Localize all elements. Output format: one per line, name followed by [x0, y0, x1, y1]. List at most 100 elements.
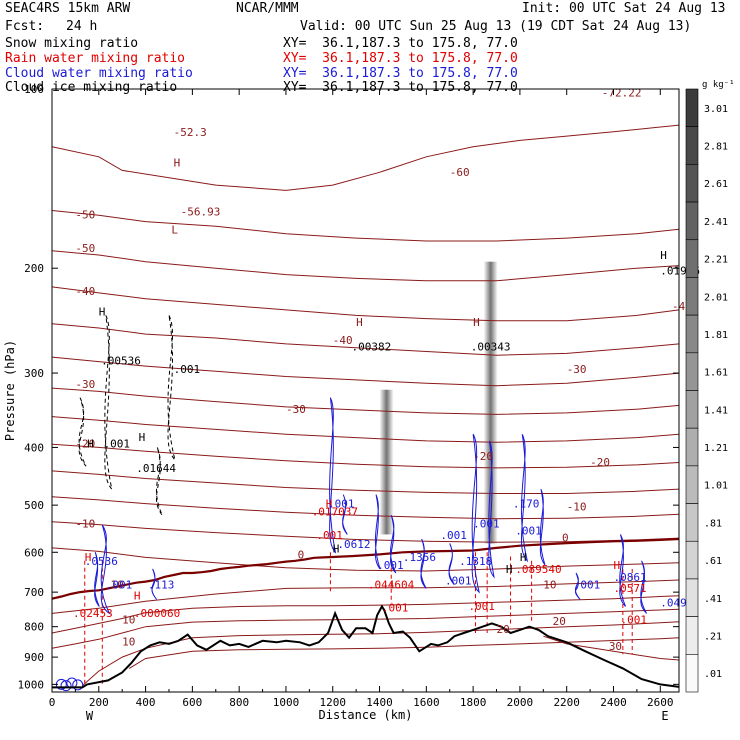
y-tick-label-top: 100 — [24, 83, 44, 96]
extremum-marker: H — [660, 249, 667, 262]
cloud-label: .0493 — [660, 597, 693, 610]
extremum-marker: H — [506, 563, 513, 576]
isotherm-label: 20 — [497, 623, 510, 636]
field-rain-name: Rain water mixing ratio — [5, 51, 186, 66]
cloud-label: .001 — [106, 578, 132, 591]
colorbar-label: 1.81 — [704, 330, 728, 341]
colorbar-cell — [685, 654, 699, 693]
colorbar-label: 1.41 — [704, 405, 728, 416]
y-tick-label: 800 — [24, 621, 44, 634]
isotherm-label: -52.3 — [174, 126, 207, 139]
isotherm-label: -50 — [75, 208, 95, 221]
snow-label: .01644 — [136, 462, 176, 475]
x-end-label-east: E — [661, 709, 668, 723]
isotherm-label: 10 — [122, 635, 135, 648]
cloud-label: .0612 — [337, 538, 370, 551]
x-tick-label: 400 — [136, 696, 156, 709]
isotherm-17 — [128, 637, 680, 669]
rain-label: .001 — [382, 602, 409, 615]
extremum-marker: H — [326, 498, 333, 511]
snow-contour-2 — [78, 397, 87, 467]
rain-label: .017037 — [312, 505, 358, 518]
y-tick-label: 500 — [24, 499, 44, 512]
cloud-contour-10 — [574, 572, 581, 600]
colorbar-label: .61 — [704, 556, 722, 567]
colorbar-label: 1.61 — [704, 368, 728, 379]
isotherm-label: -50 — [75, 242, 95, 255]
extremum-marker: H — [333, 542, 340, 555]
cloud-contour-9 — [539, 488, 546, 566]
colorbar-label: 2.21 — [704, 255, 728, 266]
isotherm-18 — [543, 635, 680, 661]
cloud-label: .1318 — [459, 555, 492, 568]
cloud-contour-5 — [448, 543, 455, 585]
field-ice-name: Cloud ice mixing ratio — [5, 80, 178, 95]
isotherm-1 — [51, 210, 680, 242]
x-tick-label: 1200 — [319, 696, 346, 709]
x-tick-label: 2600 — [647, 696, 674, 709]
cloud-label: .001 — [473, 517, 500, 530]
colorbar-cell — [685, 164, 699, 203]
colorbar-cell — [685, 503, 699, 542]
colorbar-cell — [685, 126, 699, 165]
isotherm-label: -30 — [567, 363, 587, 376]
colorbar-cell — [685, 277, 699, 316]
isotherm-5 — [51, 356, 680, 387]
isotherm-label: -30 — [286, 403, 306, 416]
y-tick-label: 700 — [24, 586, 44, 599]
x-tick-label: 0 — [49, 696, 56, 709]
isotherm-label: -72.22 — [602, 87, 642, 100]
colorbar-label: .01 — [704, 669, 722, 680]
mixing-ratio-contours — [55, 315, 648, 692]
isotherm-8 — [51, 443, 680, 469]
colorbar-label: 2.01 — [704, 292, 728, 303]
cloud-label: .001 — [574, 578, 601, 591]
y-tick-label: 900 — [24, 651, 44, 664]
colorbar-cell — [685, 390, 699, 429]
snow-label: .001 — [174, 363, 201, 376]
colorbar-label: .81 — [704, 518, 722, 529]
colorbar: 3.01 2.81 2.61 2.41 2.21 2.01 1.81 1.61 1.41 1.21… — [685, 80, 735, 693]
cloud-contour-13 — [100, 524, 111, 615]
cloud-contour-15 — [94, 552, 100, 607]
field-snow-name: Snow mixing ratio — [5, 36, 139, 51]
model-title: SEAC4RS 15km ARW — [5, 1, 131, 16]
fcst-value: 24 h — [66, 19, 98, 34]
ice-column-1 — [483, 261, 498, 544]
colorbar-label: 1.01 — [704, 481, 728, 492]
extremum-marker: H — [134, 589, 141, 602]
isotherm-13 — [51, 579, 680, 614]
isotherm-0 — [51, 124, 680, 191]
cloud-label: .0536 — [85, 555, 118, 568]
colorbar-label: .21 — [704, 631, 722, 642]
rain-label: .001 — [316, 529, 343, 542]
axes: 0 200 400 600 800 1000 1200 1400 1600 1800 2000 220… — [3, 83, 680, 723]
isotherm-label: 10 — [543, 578, 556, 591]
isotherm-label: 10 — [122, 613, 135, 626]
field-snow-xy: XY= 36.1,187.3 to 175.8, 77.0 — [283, 36, 518, 51]
isotherm-label: -10 — [567, 500, 587, 513]
colorbar-label: 2.81 — [704, 142, 728, 153]
cloud-label: .001 — [440, 529, 467, 542]
cloud-contour-2 — [374, 494, 381, 570]
extremum-marker: H — [613, 559, 620, 572]
x-tick-label: 600 — [182, 696, 202, 709]
isotherm-label: -20 — [75, 437, 95, 450]
isotherm-label: 0 — [562, 531, 569, 544]
isotherm-label: -30 — [75, 378, 95, 391]
y-tick-label: 400 — [24, 441, 44, 454]
cloud-swirl-3 — [72, 679, 84, 691]
x-tick-label: 2400 — [600, 696, 627, 709]
isotherm-9 — [51, 470, 680, 494]
colorbar-label: .41 — [704, 594, 722, 605]
x-tick-label: 1600 — [413, 696, 440, 709]
isotherm-label: -20 — [473, 450, 493, 463]
isotherm-10 — [51, 496, 680, 520]
y-tick-label: 200 — [24, 262, 44, 275]
y-tick-label: 300 — [24, 367, 44, 380]
colorbar-label: 1.21 — [704, 443, 728, 454]
cloud-swirl-1 — [60, 680, 72, 692]
field-ice-xy: XY= 36.1,187.3 to 175.8, 77.0 — [283, 80, 518, 95]
cloud-contour-12 — [640, 560, 648, 614]
